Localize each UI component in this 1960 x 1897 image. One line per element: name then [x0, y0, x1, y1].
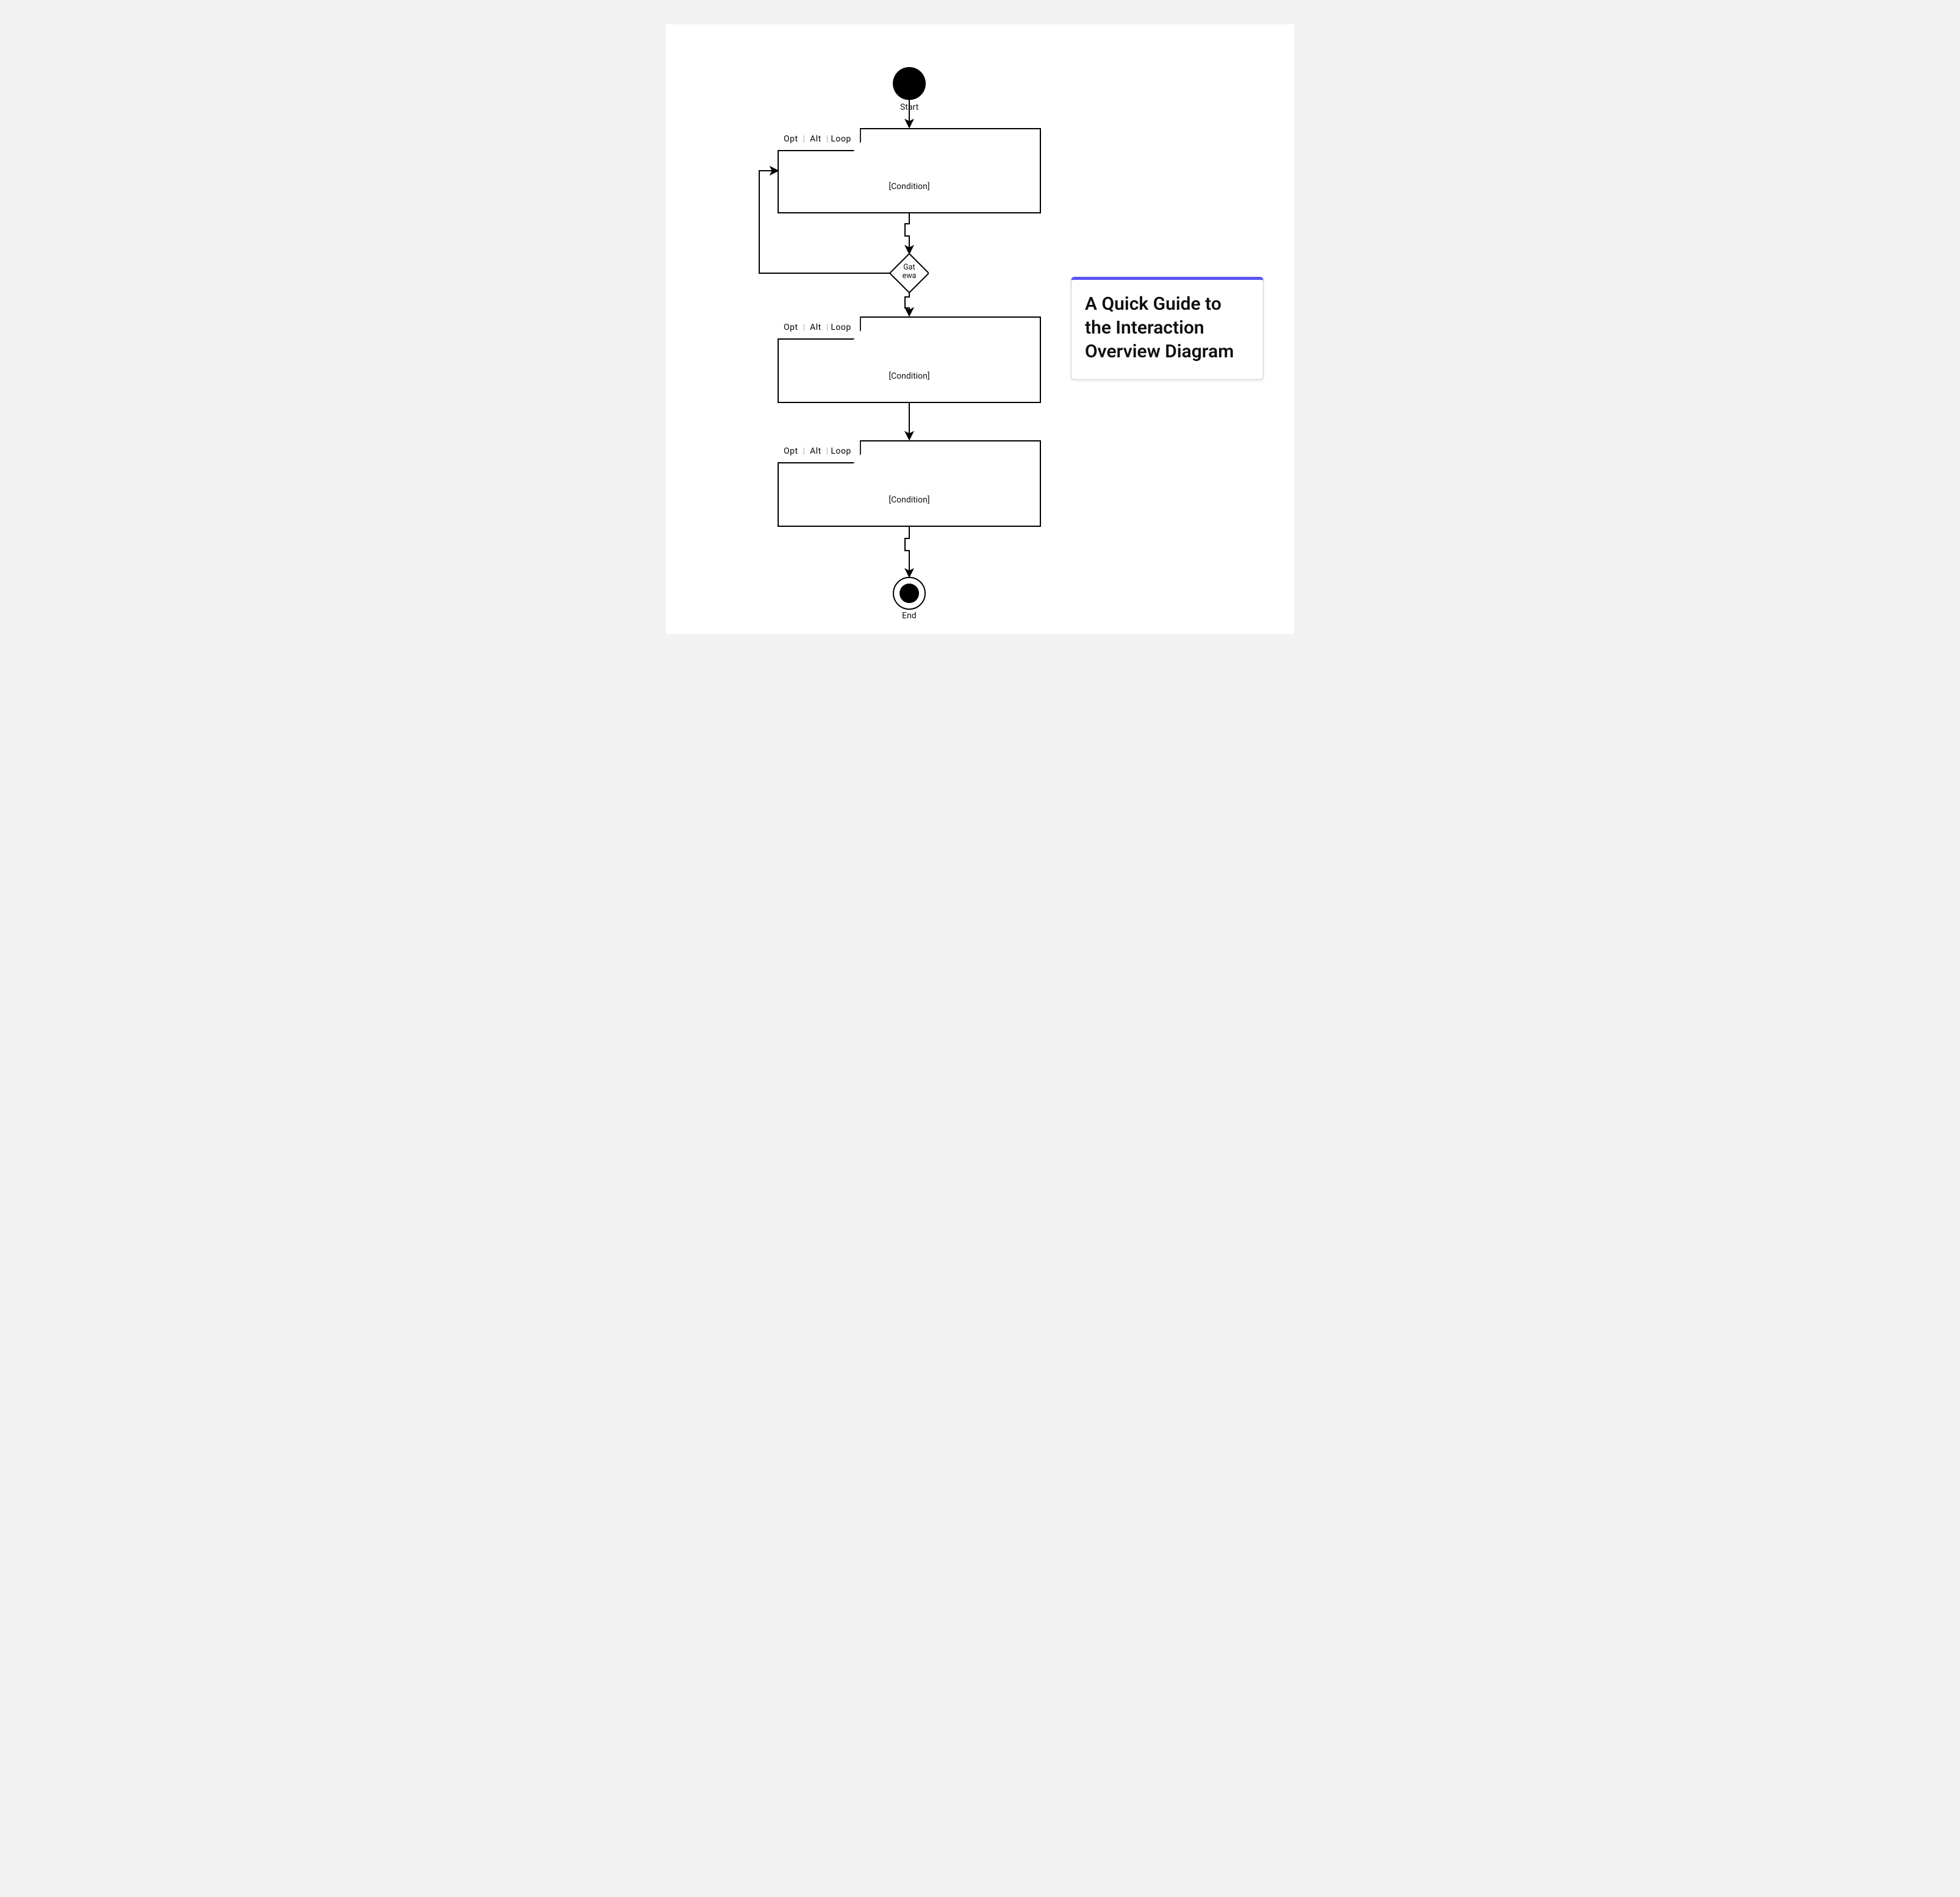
edge	[905, 213, 909, 253]
interaction-frame-2: Opt | Alt |Loop [Condition]	[778, 316, 1041, 403]
frame-2-content: [Condition]	[779, 371, 1040, 381]
gateway-node: Gat ewa	[890, 254, 929, 293]
title-card: A Quick Guide to the Interaction Overvie…	[1071, 277, 1264, 380]
end-label: End	[902, 611, 917, 621]
frame-3-tab: Opt | Alt |Loop	[778, 440, 861, 463]
diagram-canvas: Start Opt | Alt |Loop [Condition] Gat ew…	[666, 24, 1294, 634]
frame-3-tab-text: Opt | Alt |Loop	[784, 446, 851, 456]
frame-2-tab-text: Opt | Alt |Loop	[784, 323, 851, 332]
edge	[905, 527, 909, 576]
frame-1-content: [Condition]	[779, 182, 1040, 191]
end-node	[893, 577, 926, 610]
gateway-label: Gat ewa	[890, 263, 929, 281]
edge	[905, 293, 909, 315]
start-label: Start	[900, 102, 918, 112]
frame-1-tab-text: Opt | Alt |Loop	[784, 134, 851, 144]
start-node	[893, 67, 926, 100]
frame-3-content: [Condition]	[779, 495, 1040, 505]
gateway-label-line2: ewa	[903, 272, 917, 281]
gateway-label-line1: Gat	[903, 263, 915, 272]
card-title: A Quick Guide to the Interaction Overvie…	[1085, 292, 1250, 363]
end-node-inner	[900, 584, 919, 603]
interaction-frame-1: Opt | Alt |Loop [Condition]	[778, 128, 1041, 213]
interaction-frame-3: Opt | Alt |Loop [Condition]	[778, 440, 1041, 527]
frame-1-tab: Opt | Alt |Loop	[778, 128, 861, 151]
frame-2-tab: Opt | Alt |Loop	[778, 316, 861, 340]
